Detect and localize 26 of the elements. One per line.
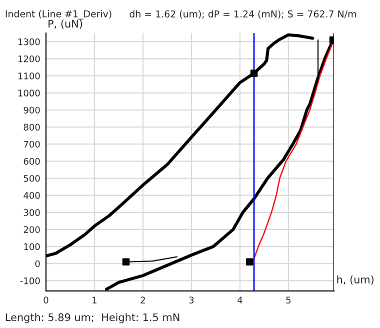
x-tick-label: 4 xyxy=(238,296,242,304)
y-tick-label: 600 xyxy=(24,158,40,165)
x-tick-label: 5 xyxy=(286,296,291,304)
y-tick-label: 400 xyxy=(24,192,40,199)
y-tick-label: 1200 xyxy=(18,55,40,62)
y-tick-label: 700 xyxy=(24,140,40,148)
y-tick-label: 1000 xyxy=(18,90,40,96)
y-tick-label: 0 xyxy=(35,260,40,268)
y-tick-label: 1100 xyxy=(18,72,40,80)
y-tick-label: -100 xyxy=(20,277,40,284)
y-tick-label: 1300 xyxy=(18,38,40,46)
y-tick-label: 200 xyxy=(24,226,40,234)
y-tick-label: 100 xyxy=(24,243,40,250)
y-tick-label: 300 xyxy=(24,209,40,216)
y-axis-title: P, (uN) xyxy=(48,20,82,29)
x-tick-label: 2 xyxy=(140,296,145,304)
x-tick-label: 3 xyxy=(189,296,194,304)
x-axis-title: h, (um) xyxy=(337,275,374,285)
chart-title: Indent (Line #1_Deriv) xyxy=(6,10,112,20)
text: Length: 5.89 um; Height: 1.5 mN xyxy=(6,313,180,324)
x-tick-label: 0 xyxy=(44,296,48,304)
chart-subtitle: dh = 1.62 (um); dP = 1.24 (mN); S = 762.7 N/m xyxy=(130,10,356,19)
y-tick-label: 900 xyxy=(24,106,40,114)
y-tick-label: 500 xyxy=(24,174,40,182)
y-tick-label: 800 xyxy=(24,124,40,131)
x-tick-label: 1 xyxy=(92,296,97,304)
